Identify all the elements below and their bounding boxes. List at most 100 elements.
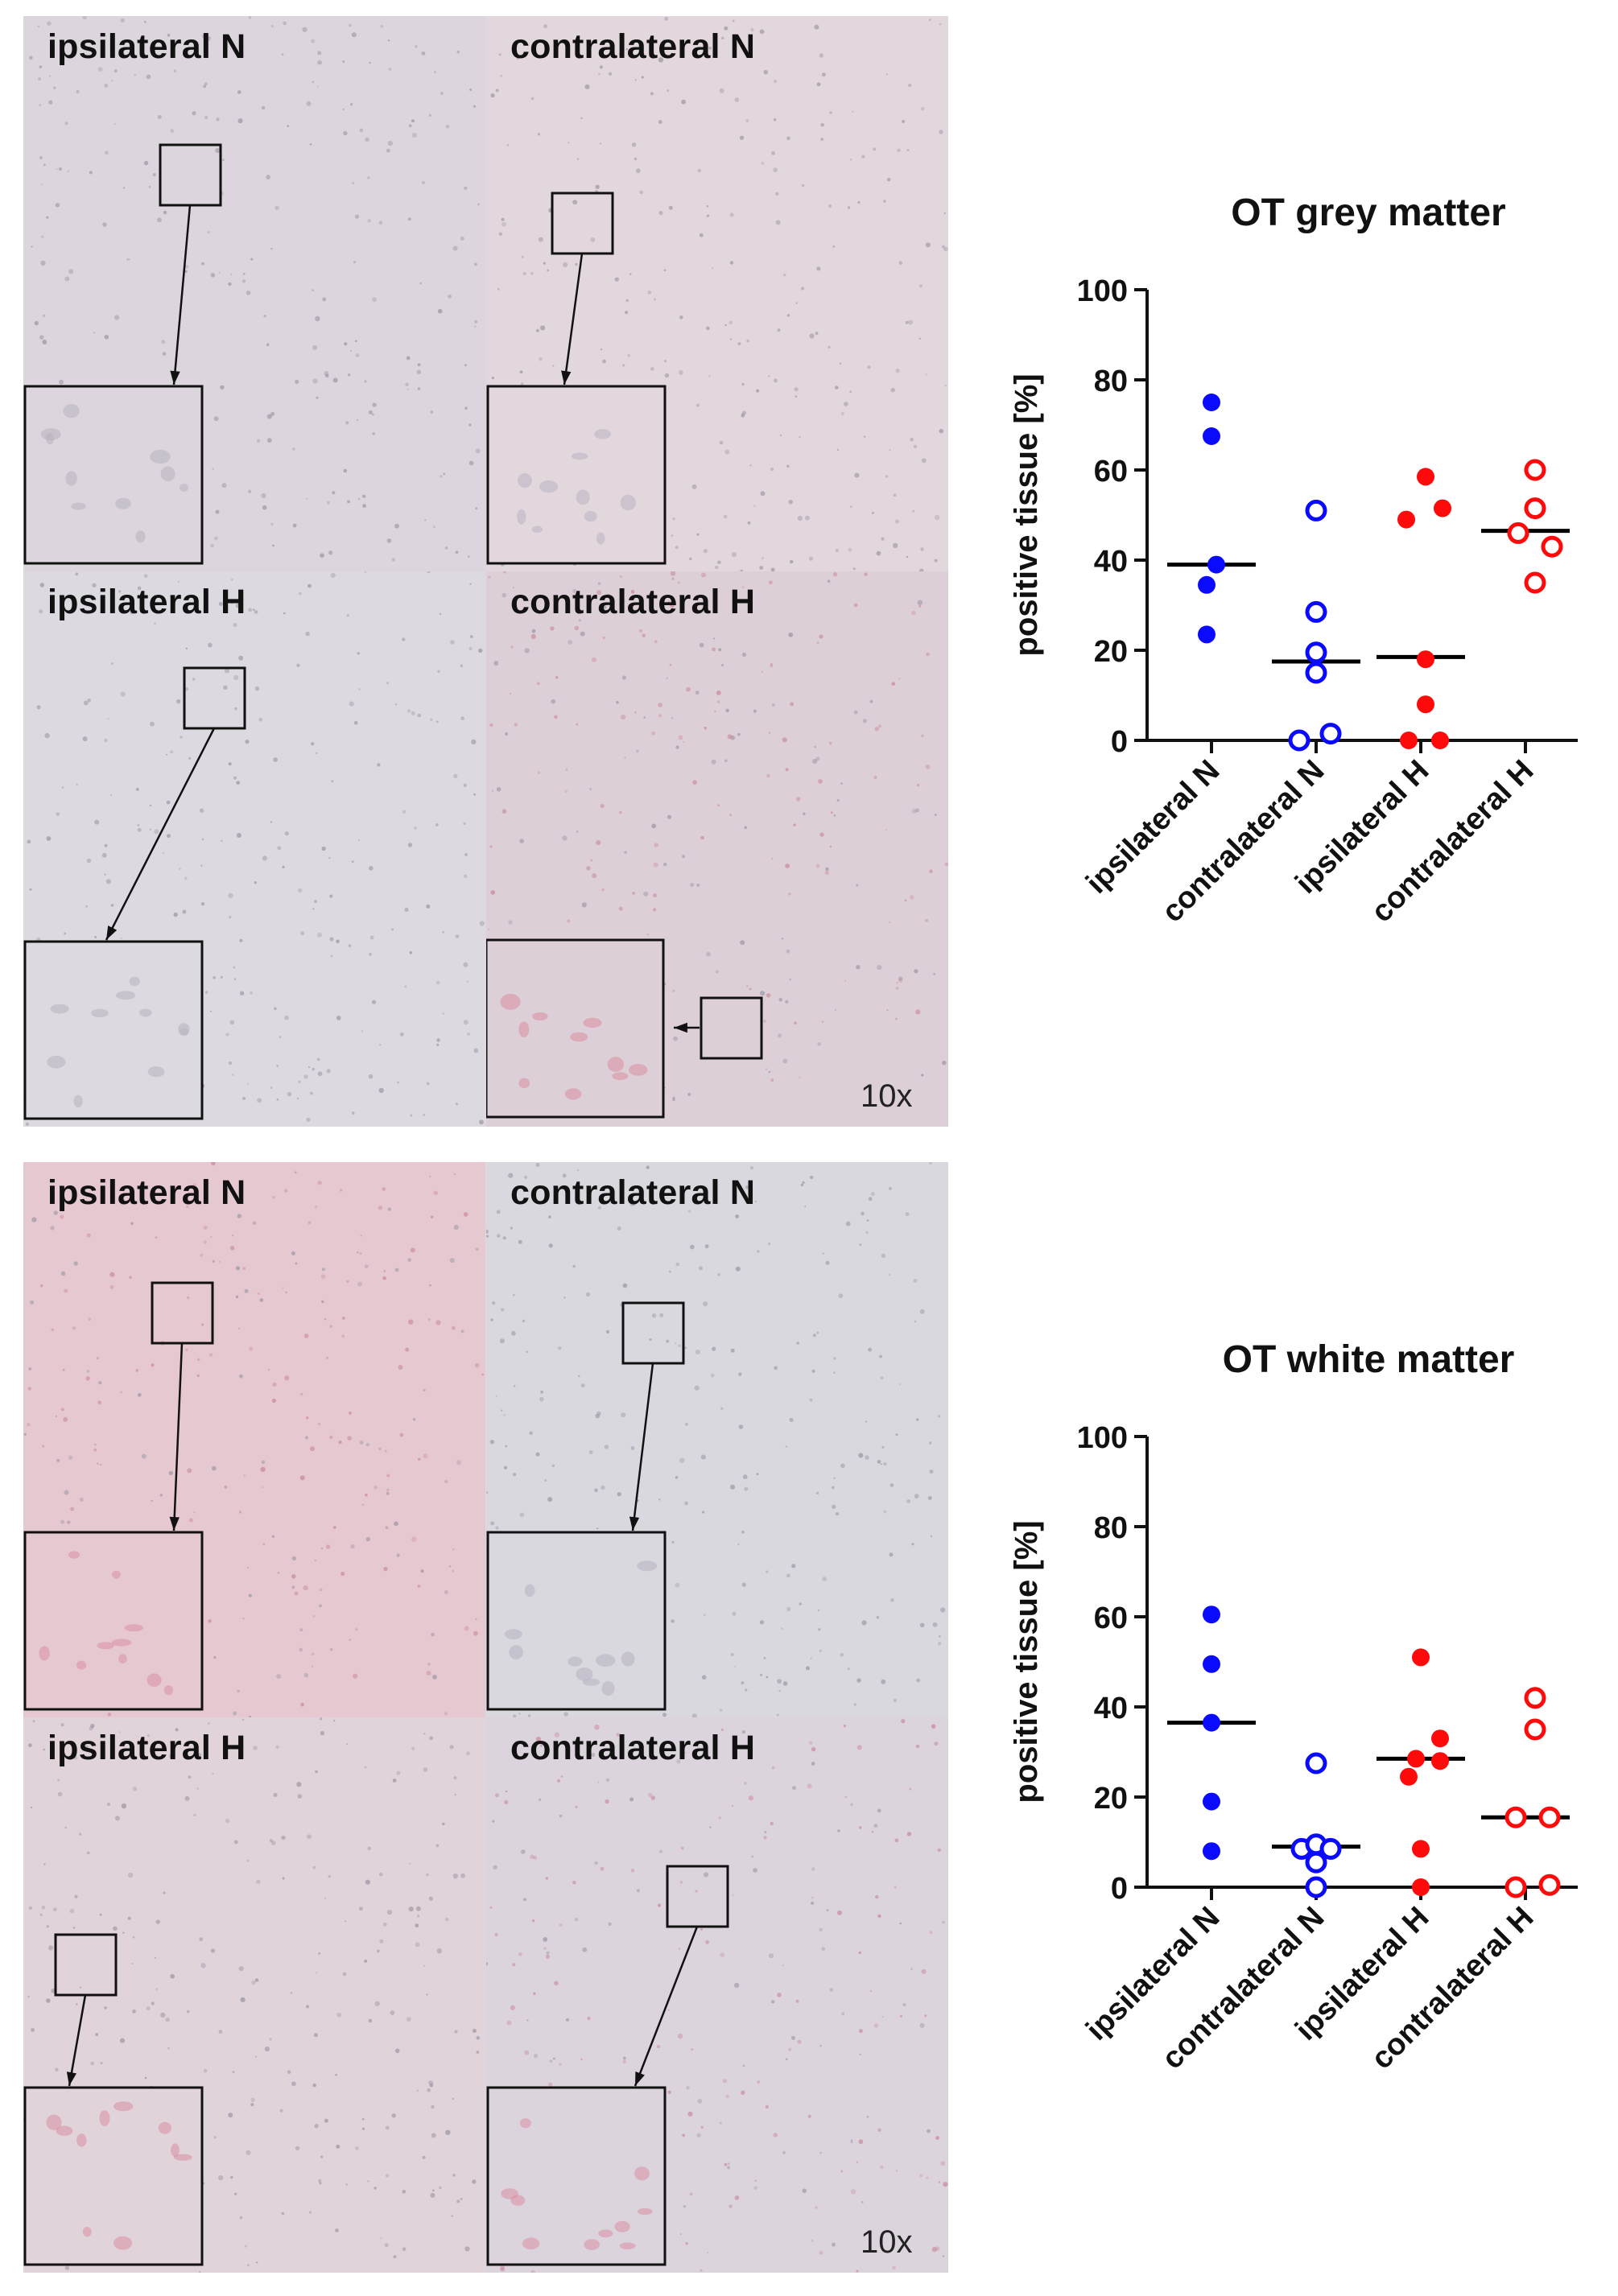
tissue-speck [543,262,546,265]
tissue-speck [128,1872,134,1878]
cell-profile [160,466,175,482]
data-point-filled [1203,427,1220,445]
tissue-speck [800,1183,804,1187]
tissue-speck [64,1288,68,1293]
tissue-speck [252,1221,257,1226]
tissue-speck [902,120,905,123]
tissue-speck [328,1875,331,1878]
data-point-open [1507,521,1529,544]
tissue-speck [574,625,580,631]
tissue-speck [312,1068,315,1071]
tissue-speck [185,647,188,649]
tissue-speck [584,84,590,89]
tissue-speck [317,1181,322,1185]
tissue-speck [271,1535,275,1538]
tissue-speck [469,583,472,585]
tissue-speck [729,2204,733,2208]
tissue-speck [248,1593,252,1597]
tissue-speck [429,1175,431,1177]
tissue-speck [339,1189,343,1192]
tissue-speck [435,1320,441,1325]
tissue-speck [723,514,728,519]
tissue-speck [815,864,820,868]
tissue-speck [763,1656,766,1659]
tissue-speck [632,892,635,895]
tissue-speck [94,1443,97,1446]
tissue-speck [814,24,819,30]
tissue-speck [939,428,944,434]
tissue-speck [408,1319,414,1325]
tissue-speck [820,138,823,141]
tissue-speck [560,1775,563,1778]
tissue-speck [429,2083,434,2088]
tissue-speck [621,675,626,680]
tissue-speck [70,1507,74,1511]
tissue-speck [155,1919,160,1924]
tissue-speck [712,1346,716,1351]
tissue-speck [819,1649,822,1652]
tissue-speck [294,1171,297,1174]
tissue-speck [406,2017,411,2022]
tissue-speck [691,484,697,489]
tissue-speck [180,736,183,739]
y-tick-label: 100 [1077,1421,1128,1455]
tissue-speck [440,92,444,95]
tissue-speck [546,1951,550,1955]
tissue-speck [160,2012,166,2018]
tissue-speck [916,1418,919,1421]
tissue-speck [847,206,851,209]
tissue-speck [364,571,367,573]
tissue-speck [634,79,637,81]
tissue-speck [37,25,40,27]
tissue-speck [664,373,670,378]
tissue-speck [271,1195,275,1199]
tissue-speck [317,1057,320,1061]
cell-profile [517,509,526,525]
tissue-speck [437,308,443,314]
tissue-speck [186,2010,190,2014]
tissue-speck [770,467,774,472]
tissue-speck [866,2116,869,2118]
tissue-speck [237,90,241,94]
tissue-speck [196,1358,200,1362]
tissue-speck [586,866,591,871]
tissue-speck [314,1560,316,1562]
tissue-speck [424,519,427,521]
tissue-speck [329,894,333,898]
micrograph-label: contralateral H [510,1729,756,1767]
tissue-speck [753,709,757,713]
tissue-speck [416,369,422,375]
tissue-speck [680,1846,684,1850]
tissue-speck [790,702,795,707]
tissue-speck [624,851,627,854]
tissue-speck [627,354,630,357]
tissue-speck [253,608,255,611]
data-point-open [1305,499,1327,521]
tissue-speck [442,931,444,934]
tissue-speck [394,2048,400,2054]
tissue-speck [430,718,433,722]
tissue-speck [276,1098,279,1101]
tissue-speck [417,1585,421,1588]
tissue-speck [781,1627,783,1630]
tissue-speck [199,2271,201,2273]
tissue-speck [889,1552,894,1557]
cell-profile [65,471,77,486]
tissue-speck [636,1889,640,1893]
tissue-speck [233,776,237,780]
tissue-speck [192,111,196,116]
micrograph-texture [486,1719,948,2273]
tissue-speck [385,1526,389,1530]
tissue-speck [320,553,324,558]
tissue-speck [203,1240,207,1244]
tissue-speck [551,699,555,704]
tissue-speck [416,2089,419,2092]
selection-box [551,192,614,255]
tissue-speck [97,67,103,72]
arrow-head [106,925,118,940]
tissue-speck [491,789,494,792]
tissue-speck [818,1628,821,1631]
tissue-speck [816,1331,819,1334]
tissue-speck [806,1666,810,1671]
tissue-speck [25,1122,29,1126]
